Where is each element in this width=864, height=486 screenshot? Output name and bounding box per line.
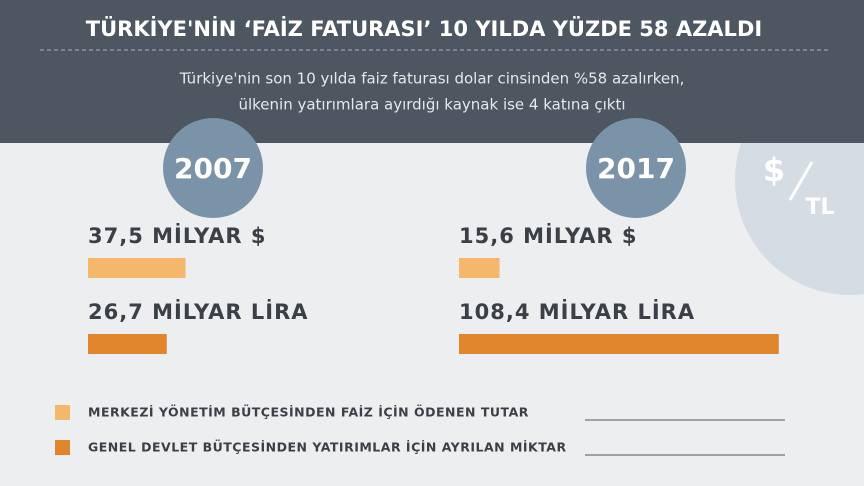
value-label: 26,7 MİLYAR LİRA [88, 299, 309, 324]
year-badge [586, 118, 686, 218]
legend-label: GENEL DEVLET BÜTÇESİNDEN YATIRIMLAR İÇİN… [88, 440, 567, 455]
legend-label: MERKEZİ YÖNETİM BÜTÇESİNDEN FAİZ İÇİN ÖD… [88, 405, 529, 420]
bar [459, 334, 779, 354]
year: 2017 [597, 152, 675, 185]
slash [788, 161, 814, 201]
title: TÜRKİYE'NİN ‘FAİZ FATURASI’ 10 YILDA YÜZ… [86, 16, 762, 41]
currency-symbol: TL [805, 195, 834, 220]
value-label: 15,6 MİLYAR $ [459, 223, 638, 248]
legend-swatch [55, 405, 70, 420]
year: 2007 [174, 152, 252, 185]
bar [88, 258, 186, 278]
subtitle: ülkenin yatırımlara ayırdığı kaynak ise … [238, 96, 625, 114]
year-badge [163, 118, 263, 218]
bar [88, 334, 167, 354]
value-label: 108,4 MİLYAR LİRA [459, 299, 695, 324]
subtitle: Türkiye'nin son 10 yılda faiz faturası d… [179, 70, 685, 88]
bar [459, 258, 500, 278]
currency-badge [735, 143, 864, 295]
legend-swatch [55, 440, 70, 455]
header-band [0, 0, 864, 143]
currency-symbol: $ [763, 151, 785, 189]
value-label: 37,5 MİLYAR $ [88, 223, 267, 248]
